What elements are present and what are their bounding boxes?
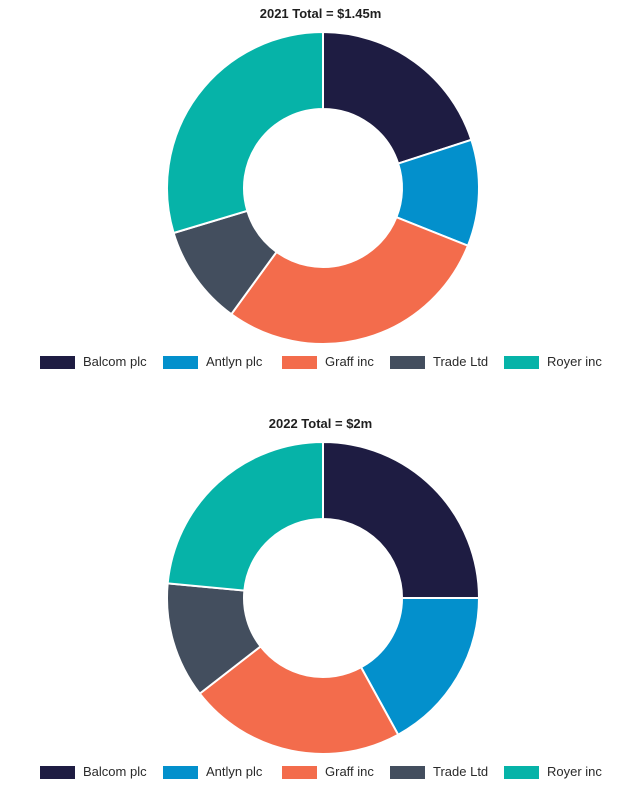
legend-swatch-graff bbox=[282, 355, 317, 369]
legend-label-graff: Graff inc bbox=[325, 354, 374, 369]
legend-item-balcom[interactable]: Balcom plc bbox=[40, 762, 147, 782]
legend-swatch-antlyn bbox=[163, 765, 198, 779]
donut-slice-balcom[interactable] bbox=[322, 440, 481, 599]
legend-swatch-trade bbox=[390, 355, 425, 369]
legend-label-trade: Trade Ltd bbox=[433, 764, 489, 779]
legend-label-antlyn: Antlyn plc bbox=[206, 764, 263, 779]
chart-title-2021: 2021 Total = $1.45m bbox=[259, 6, 382, 21]
legend-swatch-balcom bbox=[40, 765, 75, 779]
legend-label-royer: Royer inc bbox=[547, 764, 602, 779]
legend-label-graff: Graff inc bbox=[325, 764, 374, 779]
chart-2022: 2022 Total = $2m Balcom plc Antlyn plc G… bbox=[0, 410, 641, 810]
legend-item-antlyn[interactable]: Antlyn plc bbox=[163, 762, 262, 782]
donut-slice-royer[interactable] bbox=[166, 440, 324, 592]
legend-item-antlyn[interactable]: Antlyn plc bbox=[163, 352, 262, 372]
legend-swatch-royer bbox=[504, 355, 539, 369]
legend-swatch-balcom bbox=[40, 355, 75, 369]
legend-item-trade[interactable]: Trade Ltd bbox=[390, 352, 488, 372]
chart-2021: 2021 Total = $1.45m Balcom plc Antlyn pl… bbox=[0, 0, 641, 400]
donut-slice-royer[interactable] bbox=[166, 30, 324, 235]
chart-title-2022: 2022 Total = $2m bbox=[268, 416, 373, 431]
legend-label-antlyn: Antlyn plc bbox=[206, 354, 263, 369]
donut-chart-2022 bbox=[166, 440, 481, 755]
legend-2021: Balcom plc Antlyn plc Graff inc Trade Lt… bbox=[0, 352, 641, 372]
legend-item-balcom[interactable]: Balcom plc bbox=[40, 352, 147, 372]
donut-slice-graff[interactable] bbox=[198, 645, 400, 755]
donut-slice-graff[interactable] bbox=[229, 215, 470, 345]
donut-chart-2021 bbox=[166, 30, 480, 345]
legend-swatch-antlyn bbox=[163, 355, 198, 369]
legend-label-balcom: Balcom plc bbox=[83, 764, 147, 779]
legend-label-trade: Trade Ltd bbox=[433, 354, 489, 369]
legend-item-royer[interactable]: Royer inc bbox=[504, 352, 602, 372]
legend-item-graff[interactable]: Graff inc bbox=[282, 352, 374, 372]
legend-swatch-trade bbox=[390, 765, 425, 779]
legend-item-trade[interactable]: Trade Ltd bbox=[390, 762, 488, 782]
legend-swatch-graff bbox=[282, 765, 317, 779]
legend-swatch-royer bbox=[504, 765, 539, 779]
legend-item-graff[interactable]: Graff inc bbox=[282, 762, 374, 782]
legend-2022: Balcom plc Antlyn plc Graff inc Trade Lt… bbox=[0, 762, 641, 782]
donut-slice-antlyn[interactable] bbox=[359, 597, 481, 737]
donut-slice-balcom[interactable] bbox=[322, 30, 473, 165]
legend-label-royer: Royer inc bbox=[547, 354, 602, 369]
legend-item-royer[interactable]: Royer inc bbox=[504, 762, 602, 782]
legend-label-balcom: Balcom plc bbox=[83, 354, 147, 369]
